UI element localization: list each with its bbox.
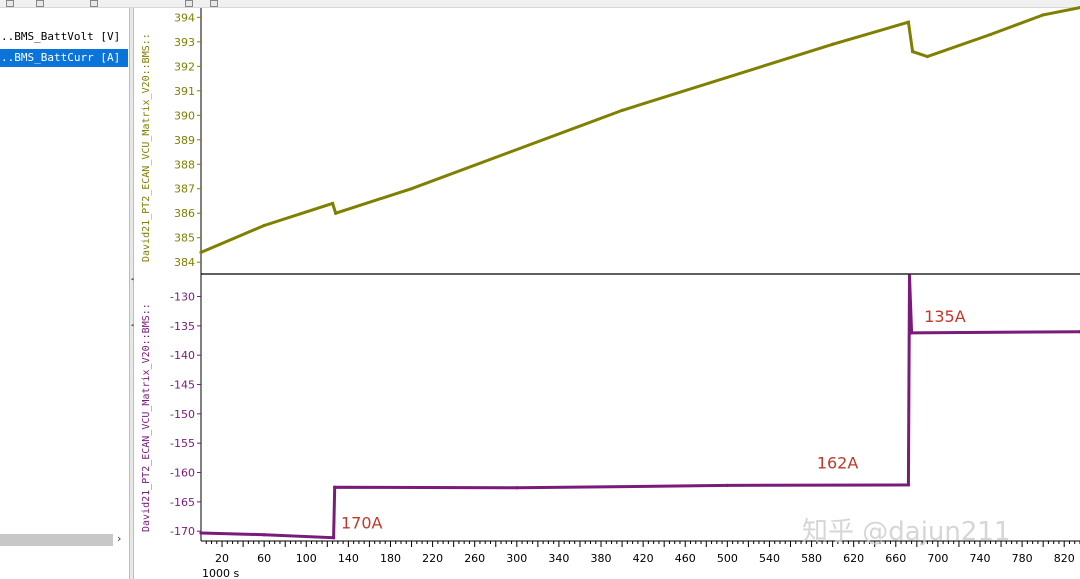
splitter-grip-icon[interactable]: ◂ bbox=[130, 321, 135, 329]
voltage-data-point bbox=[906, 20, 911, 24]
current-tick-label: -165 bbox=[170, 496, 195, 509]
x-tick-label: 260 bbox=[464, 552, 485, 565]
current-data-point bbox=[515, 486, 519, 490]
toolbar bbox=[0, 0, 1080, 8]
voltage-tick-label: 394 bbox=[174, 11, 195, 24]
current-data-point bbox=[906, 483, 911, 487]
signal-item-battcurr[interactable]: ..BMS_BattCurr [A] bbox=[0, 49, 128, 67]
voltage-tick-label: 393 bbox=[174, 36, 195, 49]
current-tick-label: -135 bbox=[170, 320, 195, 333]
x-tick-label: 20 bbox=[215, 552, 229, 565]
x-tick-label: 740 bbox=[969, 552, 990, 565]
voltage-data-point bbox=[1041, 13, 1045, 17]
voltage-data-point bbox=[330, 201, 335, 206]
signal-list-panel: ..BMS_BattVolt [V] ..BMS_BattCurr [A] bbox=[0, 8, 130, 579]
voltage-axis-title: David21_PT2_ECAN_VCU_Matrix_V20::BMS:: bbox=[141, 33, 152, 262]
current-tick-label: -130 bbox=[170, 291, 195, 304]
horizontal-scrollbar[interactable] bbox=[0, 534, 113, 546]
signal-item-battvolt[interactable]: ..BMS_BattVolt [V] bbox=[1, 30, 121, 43]
toolbar-button-icon[interactable] bbox=[6, 0, 14, 7]
x-unit-label: 1000 s bbox=[202, 567, 239, 579]
x-tick-label: 660 bbox=[885, 552, 906, 565]
current-tick-label: -150 bbox=[170, 408, 195, 421]
current-data-point bbox=[725, 483, 729, 488]
voltage-tick-label: 389 bbox=[174, 134, 195, 147]
voltage-data-point bbox=[988, 32, 993, 37]
voltage-series-line bbox=[200, 6, 1080, 254]
voltage-data-point bbox=[911, 50, 915, 54]
x-tick-label: 580 bbox=[801, 552, 822, 565]
x-tick-label: 620 bbox=[843, 552, 864, 565]
x-tick-label: 100 bbox=[296, 552, 317, 565]
splitter-grip-icon[interactable]: ◂ bbox=[130, 275, 135, 283]
current-data-point bbox=[199, 531, 203, 535]
watermark: 知乎 @dajun211 bbox=[802, 517, 1011, 547]
current-annotation-label: 135A bbox=[924, 307, 966, 326]
voltage-tick-label: 387 bbox=[174, 183, 195, 196]
current-axis-title: David21_PT2_ECAN_VCU_Matrix_V20::BMS:: bbox=[141, 303, 152, 532]
voltage-tick-label: 388 bbox=[174, 158, 195, 171]
current-series-line bbox=[200, 275, 1080, 540]
toolbar-button-icon[interactable] bbox=[36, 0, 44, 7]
voltage-data-point bbox=[334, 211, 338, 215]
current-data-point bbox=[333, 485, 337, 489]
voltage-tick-label: 390 bbox=[174, 109, 195, 122]
current-tick-label: -170 bbox=[170, 525, 195, 538]
x-tick-label: 300 bbox=[506, 552, 527, 565]
x-tick-label: 140 bbox=[338, 552, 359, 565]
current-tick-label: -140 bbox=[170, 349, 195, 362]
x-tick-label: 60 bbox=[257, 552, 271, 565]
voltage-data-point bbox=[831, 42, 835, 46]
voltage-tick-label: 385 bbox=[174, 232, 195, 245]
current-tick-label: -160 bbox=[170, 467, 195, 480]
x-tick-label: 180 bbox=[380, 552, 401, 565]
x-tick-label: 460 bbox=[675, 552, 696, 565]
voltage-tick-label: 384 bbox=[174, 256, 195, 269]
current-annotation-label: 162A bbox=[817, 453, 859, 472]
voltage-data-point bbox=[925, 54, 929, 59]
voltage-tick-label: 386 bbox=[174, 207, 195, 220]
x-tick-label: 340 bbox=[548, 552, 569, 565]
voltage-data-point bbox=[620, 108, 624, 112]
current-data-point bbox=[262, 533, 266, 537]
x-tick-label: 820 bbox=[1054, 552, 1075, 565]
current-tick-label: -155 bbox=[170, 437, 195, 450]
voltage-data-point bbox=[199, 250, 203, 255]
x-tick-label: 420 bbox=[633, 552, 654, 565]
x-tick-label: 780 bbox=[1012, 552, 1033, 565]
x-tick-label: 700 bbox=[927, 552, 948, 565]
current-annotation-label: 170A bbox=[341, 513, 383, 532]
voltage-data-point bbox=[409, 187, 414, 191]
x-tick-label: 220 bbox=[422, 552, 443, 565]
toolbar-button-icon[interactable] bbox=[210, 0, 218, 7]
scroll-right-arrow-icon[interactable]: › bbox=[117, 532, 122, 545]
current-tick-label: -145 bbox=[170, 379, 195, 392]
x-tick-label: 500 bbox=[717, 552, 738, 565]
x-tick-label: 540 bbox=[759, 552, 780, 565]
toolbar-button-icon[interactable] bbox=[90, 0, 98, 7]
x-tick-label: 380 bbox=[591, 552, 612, 565]
current-data-point bbox=[909, 331, 914, 335]
current-data-point bbox=[332, 536, 336, 540]
voltage-tick-label: 392 bbox=[174, 60, 195, 73]
voltage-tick-label: 391 bbox=[174, 85, 195, 98]
toolbar-button-icon[interactable] bbox=[185, 0, 193, 7]
voltage-data-point bbox=[262, 223, 266, 228]
panel-splitter[interactable]: ◂ ◂ bbox=[129, 8, 134, 579]
current-data-point bbox=[907, 274, 912, 278]
